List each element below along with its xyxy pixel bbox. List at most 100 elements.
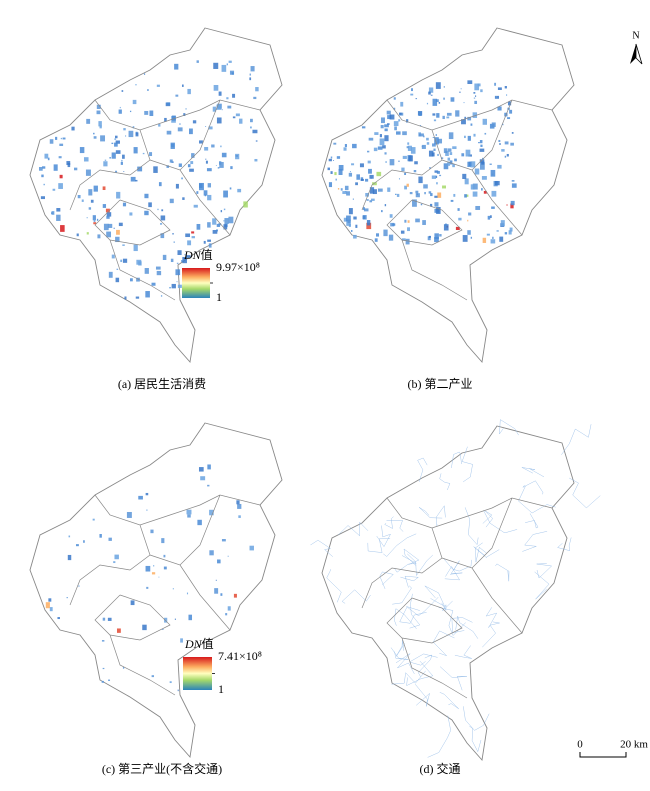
map-outline — [29, 27, 283, 363]
land-patch — [235, 155, 239, 157]
land-patch — [221, 109, 223, 111]
legend-min: 1 — [216, 290, 222, 304]
land-patch — [52, 188, 56, 191]
legend-ramp — [183, 657, 212, 690]
land-patch — [122, 202, 127, 207]
land-patch — [458, 217, 462, 221]
land-patch — [93, 219, 96, 223]
land-patch — [460, 88, 462, 90]
land-patch — [393, 121, 399, 127]
land-patch — [227, 105, 232, 109]
map-outline — [29, 422, 283, 758]
land-patch — [461, 119, 466, 125]
land-patch — [439, 174, 442, 177]
land-patch — [426, 142, 430, 145]
land-patch — [348, 172, 353, 177]
land-patch — [437, 153, 439, 156]
land-patch — [360, 178, 364, 181]
land-patch — [60, 137, 62, 140]
land-patch — [389, 159, 395, 166]
land-patch — [212, 106, 217, 112]
land-patch — [170, 142, 175, 149]
road-trace — [444, 566, 461, 581]
land-patch — [144, 210, 149, 216]
land-patch — [216, 229, 218, 232]
land-patch — [115, 140, 120, 144]
land-patch — [496, 230, 499, 232]
land-patch — [415, 218, 420, 223]
land-patch — [219, 161, 222, 165]
land-patch — [413, 170, 417, 173]
land-patch — [185, 108, 187, 110]
land-patch — [418, 176, 423, 184]
land-patch — [196, 191, 199, 194]
land-patch — [431, 175, 437, 179]
road-trace — [400, 575, 419, 588]
land-patch — [404, 185, 407, 190]
road-trace — [451, 451, 462, 469]
land-patch — [385, 161, 387, 163]
land-patch — [100, 135, 106, 142]
land-patch — [232, 116, 236, 119]
land-patch — [188, 614, 193, 621]
land-patch — [90, 199, 94, 203]
land-patch — [387, 187, 391, 192]
land-patch — [129, 278, 133, 282]
land-patch — [208, 126, 213, 130]
land-patch — [396, 193, 400, 197]
land-patch — [171, 283, 176, 289]
road-trace — [464, 507, 479, 546]
land-patch — [348, 223, 351, 227]
land-patch — [494, 82, 497, 86]
road-trace — [338, 521, 369, 537]
land-patch — [104, 159, 107, 161]
land-patch — [207, 464, 211, 470]
road-trace — [435, 505, 446, 527]
land-patch — [472, 112, 478, 118]
land-patch — [361, 126, 366, 129]
land-patch — [60, 225, 65, 232]
land-patch — [71, 126, 75, 131]
land-patch — [430, 94, 433, 96]
road-trace — [383, 533, 417, 557]
land-patch — [205, 158, 207, 160]
land-patch — [349, 171, 351, 173]
land-patch — [196, 223, 201, 230]
land-patch — [239, 118, 243, 124]
land-patch — [209, 550, 214, 556]
land-patch — [208, 243, 212, 248]
land-patch — [135, 84, 137, 86]
land-patch — [205, 160, 208, 164]
land-patch — [169, 681, 172, 684]
road-trace — [395, 653, 415, 675]
land-patch — [377, 188, 383, 192]
land-patch — [348, 208, 353, 215]
land-patch — [410, 147, 416, 154]
land-patch — [398, 178, 401, 180]
land-patch — [216, 223, 221, 227]
land-patch — [384, 152, 387, 155]
land-patch — [376, 171, 382, 177]
land-patch — [477, 83, 481, 87]
land-patch — [223, 220, 225, 222]
land-patch — [506, 153, 509, 157]
land-patch — [428, 235, 431, 238]
land-patch — [223, 208, 226, 211]
road-trace — [391, 670, 426, 685]
land-patch — [125, 135, 127, 137]
road-trace — [424, 585, 446, 607]
land-patch — [491, 173, 494, 176]
land-patch — [129, 110, 132, 113]
land-patch — [328, 182, 333, 188]
land-patch — [158, 576, 160, 578]
land-patch — [430, 203, 433, 207]
land-patch — [447, 148, 452, 152]
land-patch — [238, 515, 241, 518]
road-trace — [518, 485, 556, 514]
land-patch — [106, 216, 110, 219]
land-patch — [428, 191, 432, 194]
land-patch — [132, 99, 137, 105]
